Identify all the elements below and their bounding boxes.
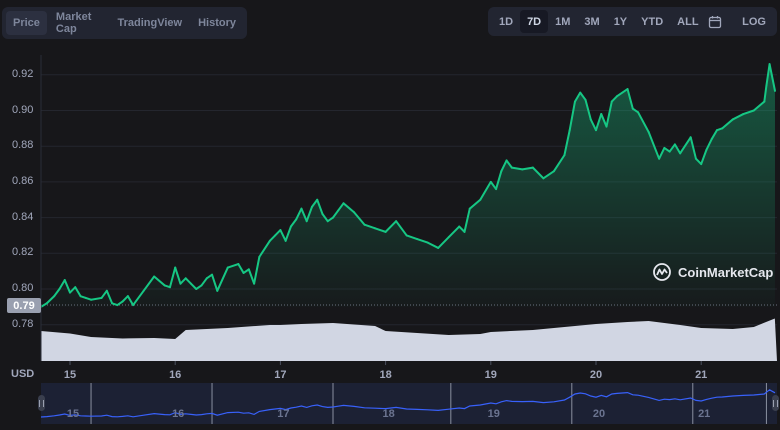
range-all[interactable]: ALL [677,15,699,28]
navigator-day-label: 19 [487,408,500,420]
navigator-day-label: 21 [698,408,711,420]
price-line [40,63,776,308]
current-price-badge: 0.79 [7,298,41,313]
navigator-left-handle[interactable] [38,395,45,411]
time-range-selector: 1D 7D 1M 3M 1Y YTD ALL LOG [488,7,777,36]
y-axis-label: 0.82 [12,246,34,259]
y-axis-label: 0.90 [12,103,34,116]
coinmarketcap-logo-icon [653,263,671,281]
navigator-line [41,383,776,424]
calendar-icon [709,15,722,28]
range-1y[interactable]: 1Y [613,15,628,28]
y-axis-label: 0.92 [12,67,34,80]
coinmarketcap-watermark: CoinMarketCap [652,262,773,282]
navigator-day-label: 16 [172,408,185,420]
tab-market-cap[interactable]: Market Cap [55,11,92,35]
y-axis-label: 0.80 [12,282,34,294]
navigator-day-label: 15 [66,408,80,420]
tab-price[interactable]: Price [6,11,47,35]
y-axis-label: 0.88 [12,139,34,152]
x-axis-label: 20 [589,369,603,381]
range-1m[interactable]: 1M [555,15,571,28]
x-axis-label: 17 [274,369,287,381]
watermark-text: CoinMarketCap [678,264,774,280]
range-3m[interactable]: 3M [584,15,600,28]
x-axis-ticks [69,361,702,365]
x-axis-label: 16 [169,369,182,381]
tab-tradingview[interactable]: TradingView [117,17,183,29]
navigator-right-handle[interactable] [772,395,779,411]
navigator-day-label: 17 [277,408,290,420]
range-navigator[interactable]: 15 16 17 18 19 20 21 [41,383,777,424]
range-7d[interactable]: 7D [520,10,549,33]
x-axis-label: 21 [695,369,708,381]
y-axis-label: 0.78 [12,317,34,330]
tab-history[interactable]: History [198,17,236,29]
range-1d[interactable]: 1D [499,15,514,28]
x-axis-label: 15 [63,369,77,381]
navigator-day-label: 20 [592,408,606,420]
currency-label: USD [11,368,35,380]
log-scale-toggle[interactable]: LOG [742,15,766,28]
navigator-day-label: 18 [382,408,395,420]
y-axis-label: 0.86 [12,174,34,187]
range-ytd[interactable]: YTD [641,15,664,28]
volume-area [41,318,777,361]
price-area-fill [41,64,775,307]
calendar-button[interactable] [706,10,726,33]
x-axis-label: 19 [484,369,497,381]
chart-type-tabs: Price Market Cap TradingView History [2,7,247,39]
y-axis-label: 0.84 [12,210,34,223]
x-axis-label: 18 [379,369,392,381]
